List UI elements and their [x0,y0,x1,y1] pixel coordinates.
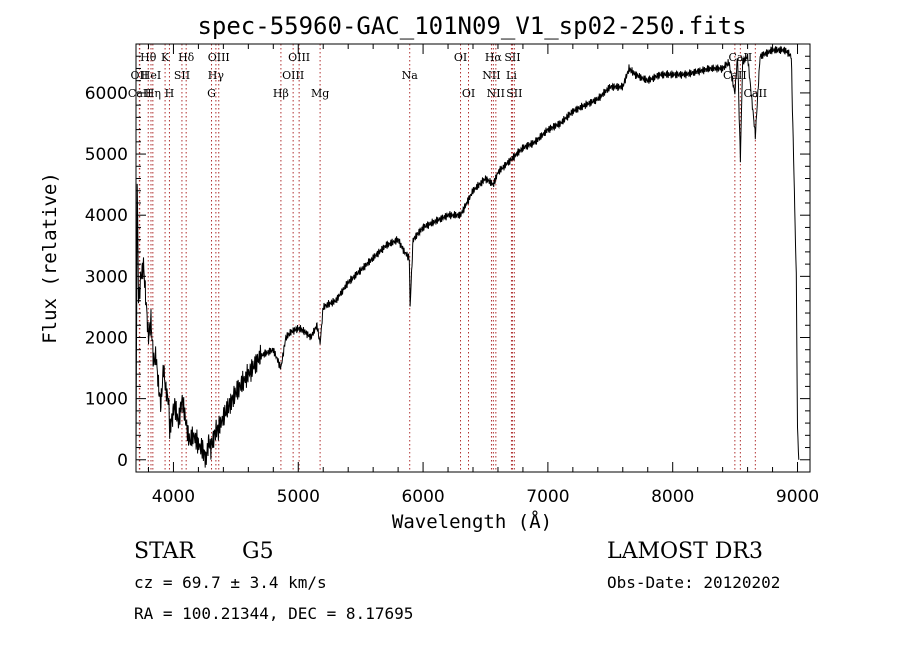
line-label-2: HeI [141,69,161,82]
line-label-21: NII [482,69,500,82]
line-label-20: SII [504,51,520,64]
line-label-3: CaII [128,87,152,100]
line-label-10: Hγ [208,69,225,82]
line-label-1: OII [131,69,149,82]
line-label-16: Na [402,69,419,82]
line-label-6: SII [174,69,190,82]
y-axis-label: Flux (relative) [39,172,61,344]
y-tick-label-4: 4000 [85,206,128,226]
line-label-25: CaII [729,51,753,64]
line-label-5: K [161,51,170,64]
y-tick-label-5: 5000 [85,145,128,165]
x-tick-label-3: 7000 [526,487,569,507]
spectral-subclass: G5 [242,539,274,564]
line-label-4: Hη [145,87,161,100]
x-tick-label-1: 5000 [277,487,320,507]
line-label-14: OIII [282,69,304,82]
line-label-17: OI [454,51,467,64]
line-label-8: Hδ [178,51,195,64]
line-label-26: CaII [723,69,747,82]
line-label-12: Hβ [273,87,289,100]
line-label-15: Mg [311,87,329,100]
chart-title: spec-55960-GAC_101N09_V1_sp02-250.fits [197,12,746,40]
y-tick-label-6: 6000 [85,84,128,104]
line-label-22: Li [506,69,517,82]
line-label-7: H [165,87,175,100]
redshift-readout: cz = 69.7 ± 3.4 km/s [134,573,327,592]
flux-series [135,45,800,468]
survey-name: LAMOST DR3 [607,539,763,564]
coordinates-readout: RA = 100.21344, DEC = 8.17695 [134,604,414,623]
line-label-24: SII [506,87,522,100]
x-tick-label-0: 4000 [152,487,195,507]
y-tick-label-0: 0 [117,451,128,471]
line-label-27: CaII [743,87,767,100]
x-axis-label: Wavelength (Å) [392,510,552,533]
y-tick-label-1: 1000 [85,390,128,410]
x-tick-label-2: 6000 [401,487,444,507]
line-label-19: Hα [485,51,503,64]
line-label-9: OIII [208,51,230,64]
line-label-18: OI [462,87,475,100]
series-line-0 [135,45,800,468]
y-tick-label-2: 2000 [85,328,128,348]
line-label-23: NII [487,87,505,100]
x-axis: 4000 5000 6000 7000 8000 9000 [147,44,819,507]
line-label-13: OIII [288,51,310,64]
observation-date: Obs-Date: 20120202 [607,573,781,592]
plot-frame [135,43,811,473]
x-tick-label-4: 8000 [651,487,694,507]
object-class: STAR [134,539,195,564]
line-label-11: G [207,87,216,100]
x-tick-label-5: 9000 [776,487,819,507]
y-axis: 0 1000 2000 3000 4000 5000 6000 [85,43,810,473]
line-label-0: Hθ [140,51,157,64]
y-tick-label-3: 3000 [85,267,128,287]
